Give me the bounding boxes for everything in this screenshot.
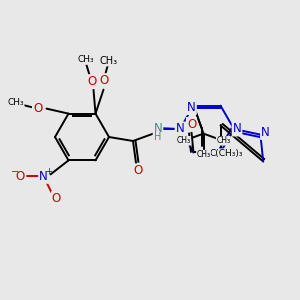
Text: CH₃: CH₃ xyxy=(7,98,24,107)
Text: C(CH₃)₃: C(CH₃)₃ xyxy=(209,149,243,158)
Text: N: N xyxy=(187,101,196,114)
Text: N: N xyxy=(39,170,48,183)
Text: H: H xyxy=(154,132,162,142)
Text: O: O xyxy=(33,102,42,115)
Text: CH₃: CH₃ xyxy=(216,136,230,145)
Text: O: O xyxy=(187,118,196,131)
Text: N: N xyxy=(154,122,162,136)
Text: N: N xyxy=(261,126,270,139)
Text: O: O xyxy=(134,164,142,178)
Text: CH₃: CH₃ xyxy=(77,55,94,64)
Text: O: O xyxy=(52,192,61,205)
Text: O: O xyxy=(87,75,96,88)
Text: +: + xyxy=(45,167,52,176)
Text: N: N xyxy=(176,122,184,136)
Text: CH₃: CH₃ xyxy=(196,150,211,159)
Text: −: − xyxy=(11,167,20,177)
Text: O: O xyxy=(16,170,25,183)
Text: N: N xyxy=(232,122,242,136)
Text: CH₃: CH₃ xyxy=(177,136,191,145)
Text: CH₃: CH₃ xyxy=(99,56,118,66)
Text: O: O xyxy=(99,74,108,87)
